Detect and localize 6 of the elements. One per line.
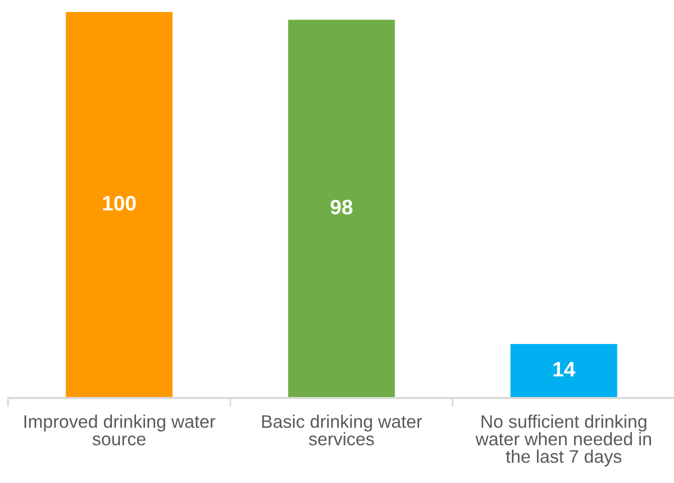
x-tick-label: Basic drinking water services: [262, 414, 422, 446]
x-tick-label: Improved drinking water source: [24, 414, 216, 446]
x-tick-label: No sufficient drinking water when needed in the last 7 days: [475, 414, 651, 466]
data-label: 14: [554, 362, 576, 376]
data-label: 98: [330, 200, 352, 214]
data-label: 100: [103, 196, 136, 211]
